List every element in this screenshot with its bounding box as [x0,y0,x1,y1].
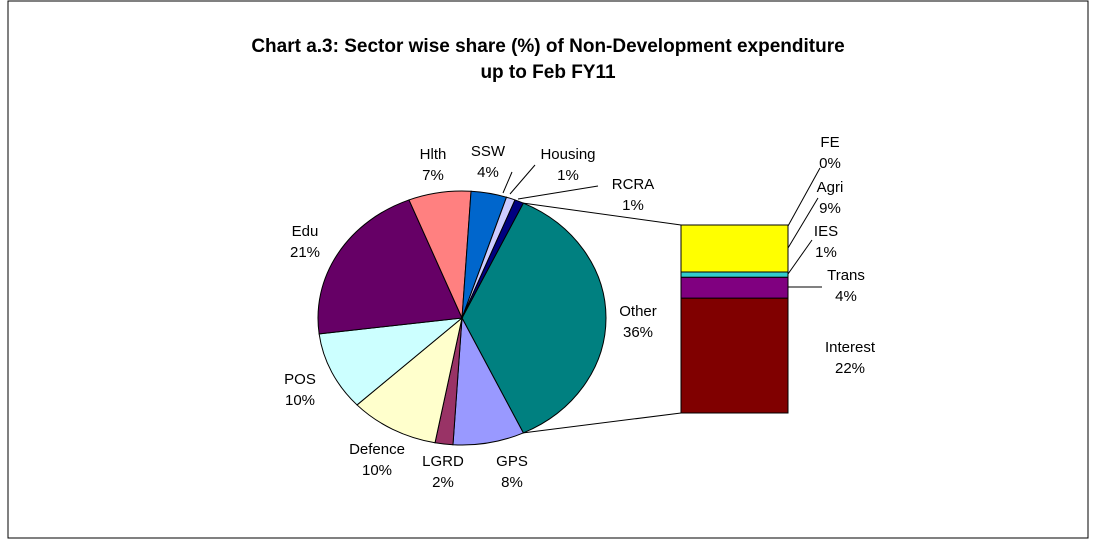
segment-value-label: 0% [819,155,841,172]
connector-line [523,202,682,226]
pie-slice [461,202,607,434]
leader-line [787,167,821,227]
pie-slice [317,199,463,335]
bar-segment [680,271,789,278]
segment-value-label: 4% [835,288,857,305]
slice-value-label: 36% [623,324,653,341]
leader-line [517,185,599,200]
leader-line [787,239,813,275]
chart-title: Chart a.3: Sector wise share (%) of Non-… [251,36,844,57]
segment-value-label: 1% [815,244,837,261]
slice-label: Defence [349,441,405,458]
segment-label: Agri [817,179,844,196]
slice-value-label: 21% [290,244,320,261]
segment-label: Trans [827,267,865,284]
slice-value-label: 10% [362,462,392,479]
slice-value-label: 8% [501,474,523,491]
slice-value-label: 2% [432,474,454,491]
bar-segment [680,297,789,414]
slice-label: SSW [471,143,506,160]
slice-label: LGRD [422,453,464,470]
leader-line [509,164,536,195]
connector-line [523,412,682,434]
slice-label: Other [619,303,657,320]
slice-label: Hlth [420,146,447,163]
slice-value-label: 4% [477,164,499,181]
slice-label: POS [284,371,316,388]
slice-label: GPS [496,453,528,470]
segment-label: FE [820,134,839,151]
chart-title: up to Feb FY11 [480,62,616,83]
slice-value-label: 7% [422,167,444,184]
slice-label: Edu [292,223,319,240]
segment-value-label: 22% [835,360,865,377]
segment-label: Interest [825,339,876,356]
slice-value-label: 1% [557,167,579,184]
pie-slice [356,316,463,444]
slice-value-label: 10% [285,392,315,409]
bar-segment [680,276,789,299]
pie-slice [318,317,464,406]
slice-label: Housing [540,146,595,163]
leader-line [787,197,819,249]
slice-value-label: 1% [622,197,644,214]
pie-slice [461,199,525,319]
leader-line [502,171,513,194]
bar-segment [680,224,789,273]
segment-value-label: 9% [819,200,841,217]
slice-label: RCRA [612,176,655,193]
segment-label: IES [814,223,838,240]
